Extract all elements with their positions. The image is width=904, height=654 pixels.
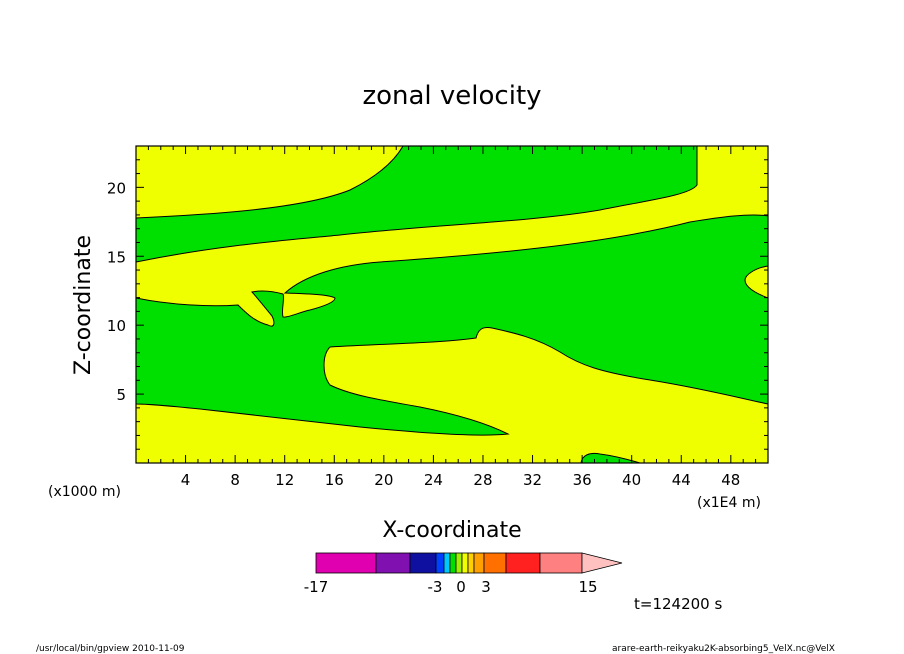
time-label: t=124200 s [634, 595, 722, 613]
x-tick-label: 4 [181, 471, 191, 489]
colorbar-swatch [539, 552, 583, 574]
colorbar-tick-label: 3 [481, 578, 491, 596]
x-tick-label: 16 [325, 471, 344, 489]
x-tick-label: 40 [622, 471, 641, 489]
colorbar [315, 552, 623, 574]
plot-frame [135, 145, 769, 464]
contour-region-negative [136, 214, 768, 436]
colorbar-swatch [315, 552, 377, 574]
footer-left: /usr/local/bin/gpview 2010-11-09 [36, 644, 185, 654]
y-tick-label: 15 [107, 248, 126, 266]
x-tick-label: 48 [721, 471, 740, 489]
colorbar-swatch [467, 552, 475, 574]
colorbar-swatch [449, 552, 457, 574]
x-tick-label: 32 [523, 471, 542, 489]
x-axis-label: X-coordinate [382, 518, 521, 543]
contour-region-negative [580, 452, 641, 463]
x-tick-label: 44 [672, 471, 691, 489]
x-unit-label: (x1E4 m) [697, 495, 761, 511]
colorbar-swatch [483, 552, 507, 574]
y-axis-label: Z-coordinate [71, 235, 96, 375]
colorbar-extend-arrow [581, 552, 623, 574]
contour-region-negative [136, 146, 698, 263]
x-tick-label: 24 [424, 471, 443, 489]
colorbar-tick-label: 0 [456, 578, 466, 596]
x-tick-label: 28 [473, 471, 492, 489]
colorbar-swatch [435, 552, 445, 574]
x-tick-label: 8 [230, 471, 240, 489]
colorbar-labels: -17 -3 0 3 15 [304, 578, 598, 596]
colorbar-swatch [455, 552, 463, 574]
y-tick-label: 10 [107, 317, 126, 335]
y-unit-label: (x1000 m) [48, 484, 121, 500]
y-tick-label: 5 [116, 386, 126, 404]
colorbar-tick-label: 15 [578, 578, 597, 596]
colorbar-tick-label: -3 [428, 578, 443, 596]
colorbar-swatch [443, 552, 451, 574]
colorbar-tick-label: -17 [304, 578, 329, 596]
colorbar-swatch [375, 552, 411, 574]
axis-ticks [136, 146, 768, 463]
x-tick-label: 12 [275, 471, 294, 489]
colorbar-swatch [461, 552, 469, 574]
colorbar-swatch [505, 552, 541, 574]
x-tick-label: 36 [573, 471, 592, 489]
colorbar-swatch [473, 552, 485, 574]
footer-right: arare-earth-reikyaku2K-absorbing5_VelX.n… [612, 644, 835, 654]
colorbar-swatch [409, 552, 437, 574]
chart-title: zonal velocity [362, 81, 541, 111]
x-tick-label: 20 [374, 471, 393, 489]
y-tick-label: 20 [107, 179, 126, 197]
